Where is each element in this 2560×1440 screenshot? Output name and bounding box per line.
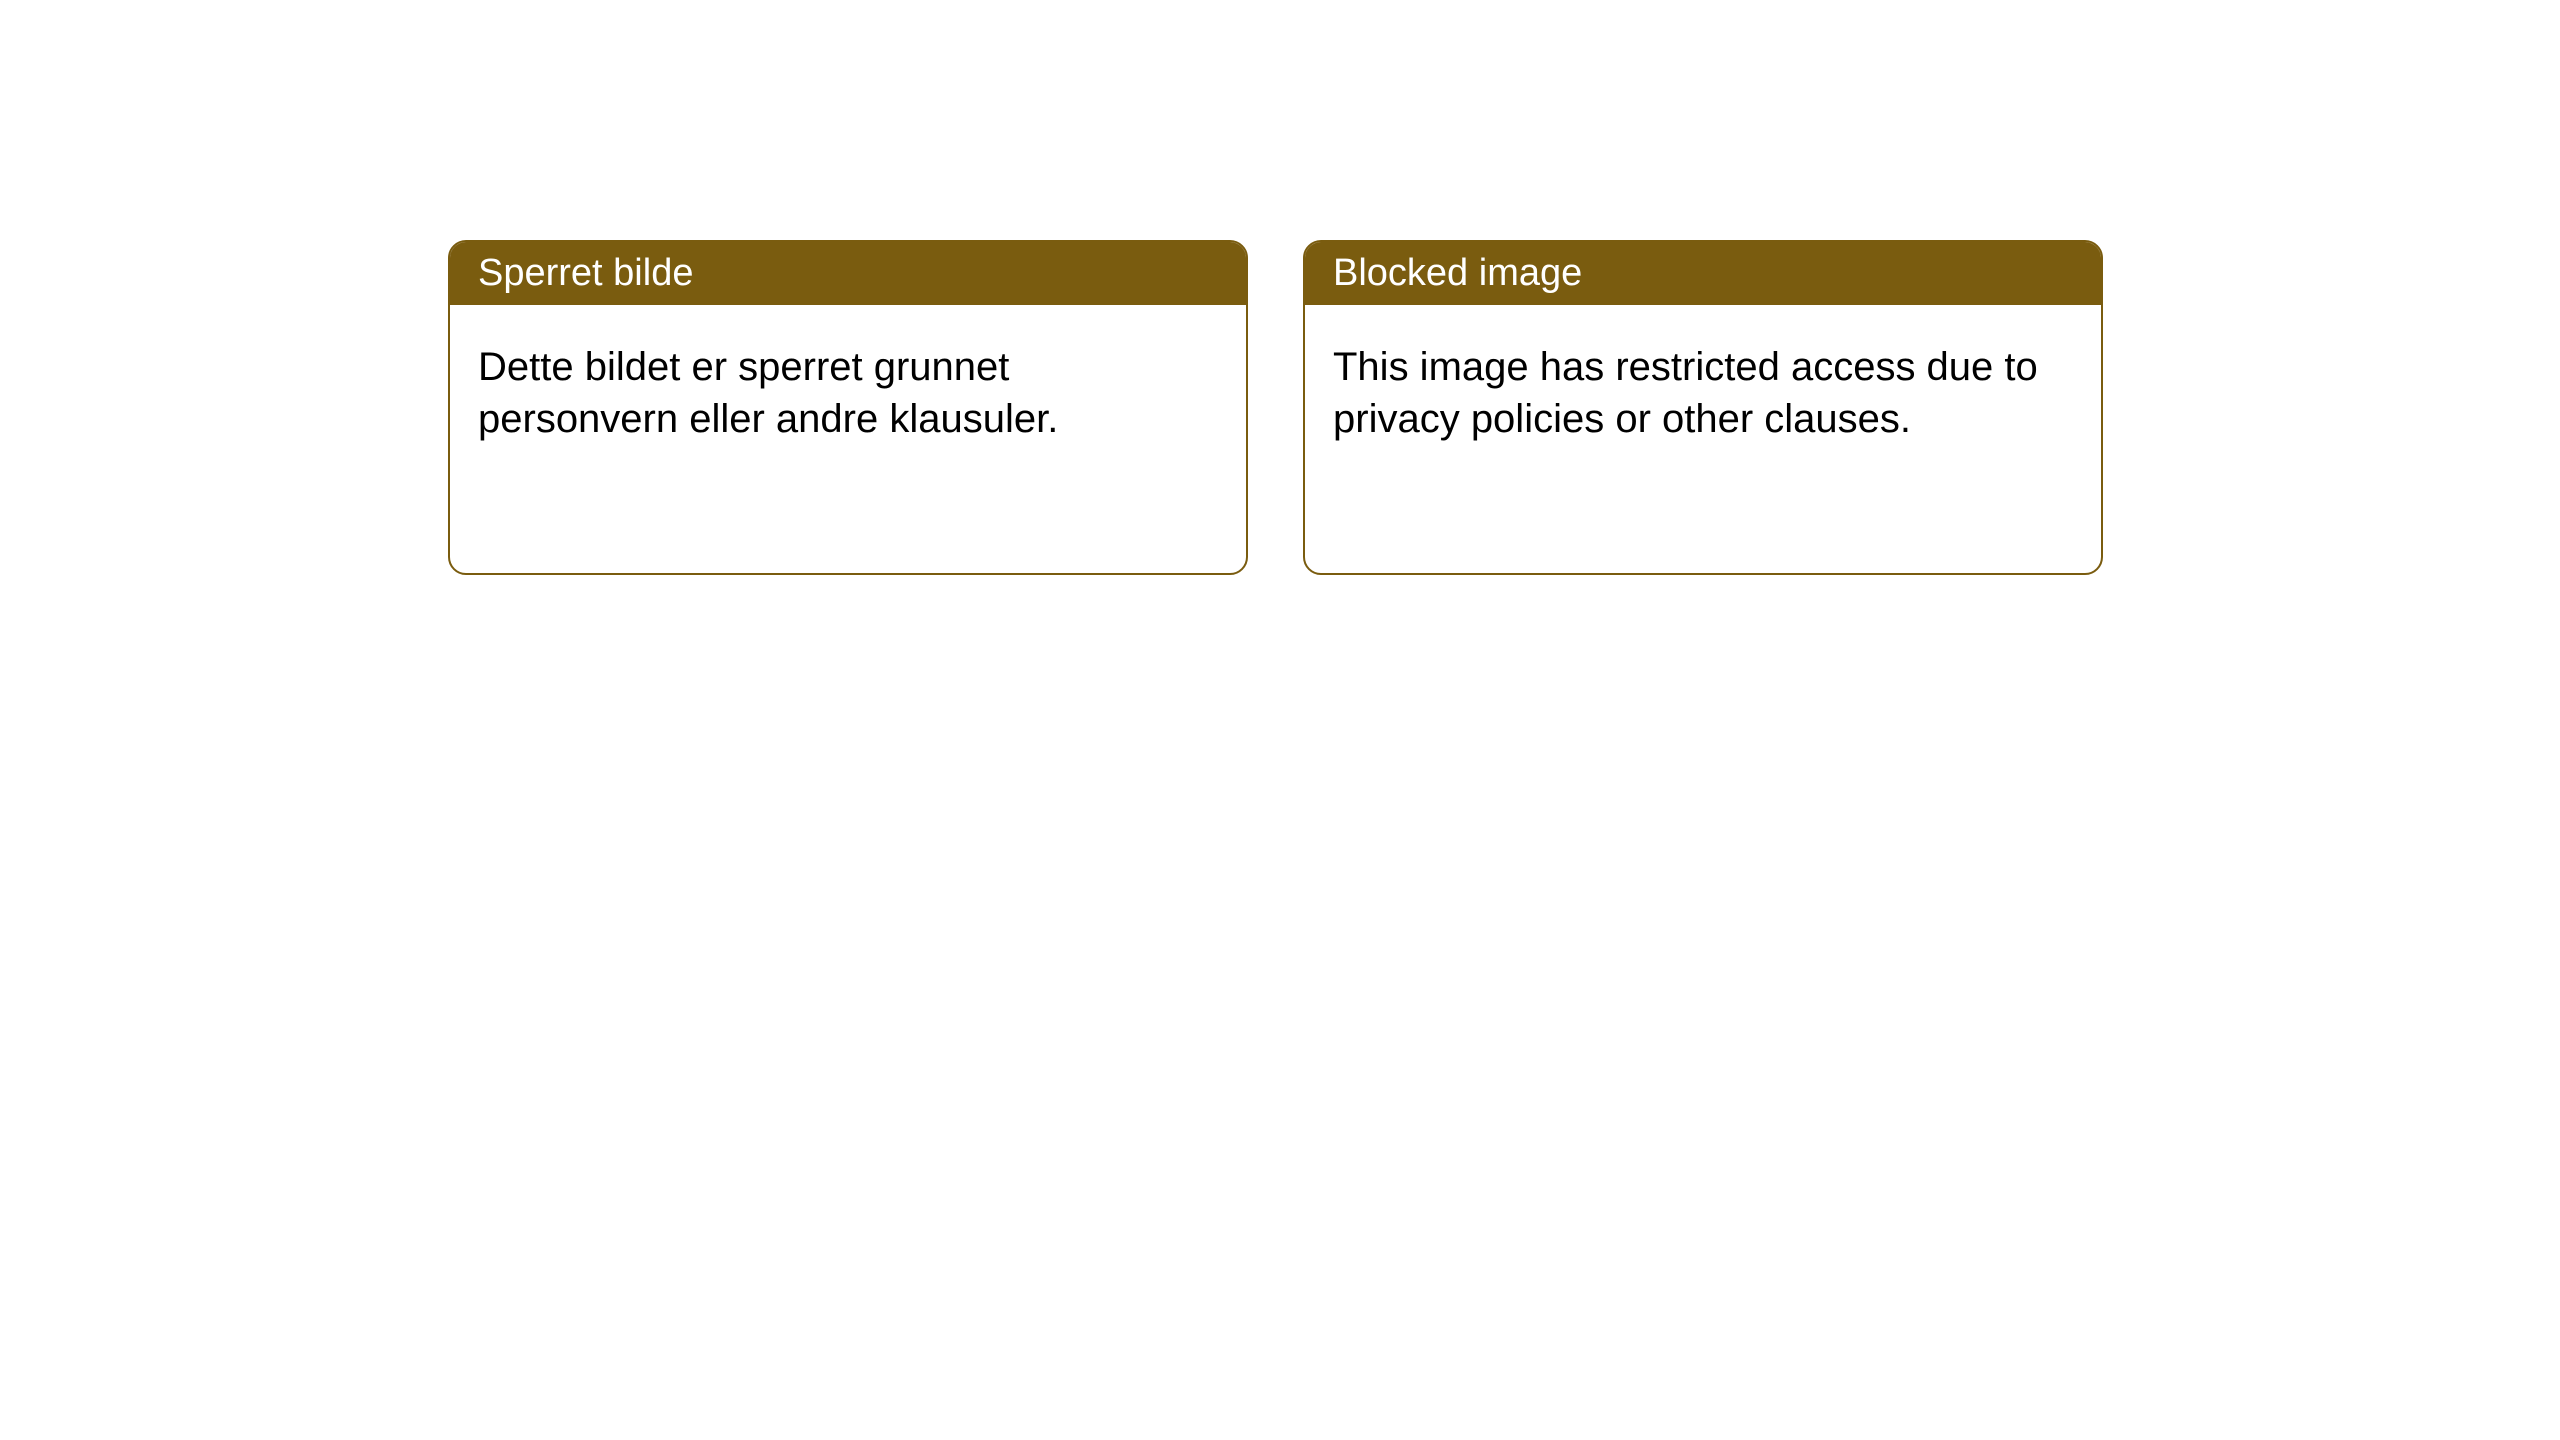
notice-body: Dette bildet er sperret grunnet personve… — [450, 305, 1246, 481]
notice-body-text: Dette bildet er sperret grunnet personve… — [478, 345, 1058, 441]
notice-body-text: This image has restricted access due to … — [1333, 345, 2038, 441]
notice-title: Sperret bilde — [478, 252, 693, 294]
notices-container: Sperret bilde Dette bildet er sperret gr… — [0, 0, 2560, 575]
notice-header: Sperret bilde — [450, 242, 1246, 305]
notice-body: This image has restricted access due to … — [1305, 305, 2101, 481]
notice-box-english: Blocked image This image has restricted … — [1303, 240, 2103, 575]
notice-title: Blocked image — [1333, 252, 1582, 294]
notice-box-norwegian: Sperret bilde Dette bildet er sperret gr… — [448, 240, 1248, 575]
notice-header: Blocked image — [1305, 242, 2101, 305]
